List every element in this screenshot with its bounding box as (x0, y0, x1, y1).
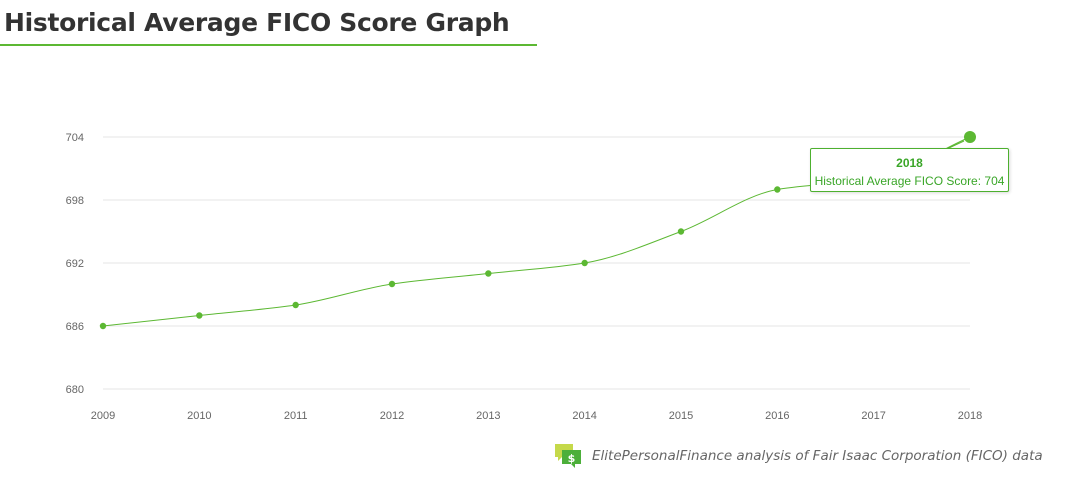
data-point-2009 (99, 322, 107, 330)
data-point-2013 (485, 270, 492, 277)
source-attribution: $ ElitePersonalFinance analysis of Fair … (554, 443, 1043, 469)
data-point-2016 (774, 186, 781, 193)
svg-text:$: $ (568, 452, 576, 465)
source-text: ElitePersonalFinance analysis of Fair Is… (592, 448, 1043, 464)
x-tick-label-2012: 2012 (380, 410, 404, 422)
grid-lines (103, 136, 970, 390)
data-point-2015 (677, 228, 685, 235)
x-tick-label-2009: 2009 (91, 410, 115, 422)
chart-tooltip: 2018 Historical Average FICO Score: 704 (810, 148, 1009, 192)
data-point-2010 (196, 312, 203, 319)
data-point-2018[interactable] (964, 131, 976, 143)
x-tick-label-2018: 2018 (958, 410, 982, 422)
dollar-chat-icon: $ (555, 444, 581, 468)
y-tick-label-692: 692 (66, 258, 84, 270)
tooltip-year: 2018 (896, 156, 923, 170)
x-tick-label-2013: 2013 (476, 410, 500, 422)
y-tick-label-680: 680 (66, 384, 84, 396)
tooltip-value: Historical Average FICO Score: 704 (814, 174, 1005, 188)
data-point-2012 (388, 280, 396, 288)
y-tick-label-698: 698 (66, 195, 84, 207)
x-tick-label-2014: 2014 (572, 410, 596, 422)
data-point-2014 (581, 259, 588, 267)
y-tick-label-704: 704 (66, 132, 84, 144)
x-tick-label-2016: 2016 (765, 410, 789, 422)
x-tick-label-2015: 2015 (669, 410, 693, 422)
page-title: Historical Average FICO Score Graph (4, 8, 510, 37)
y-axis-ticks: 680 686 692 698 704 (66, 132, 84, 396)
y-tick-label-686: 686 (66, 321, 84, 333)
x-tick-label-2011: 2011 (284, 410, 308, 422)
x-axis-ticks: 2009 2010 2011 2012 2013 2014 2015 2016 2017 2018 (91, 410, 982, 422)
data-point-2011 (292, 301, 299, 309)
fico-line-chart: 680 686 692 698 704 2009 2010 2011 2012 2013 2014… (66, 131, 982, 422)
x-tick-label-2010: 2010 (187, 410, 211, 422)
x-tick-label-2017: 2017 (861, 410, 885, 422)
title-underline (0, 44, 537, 46)
